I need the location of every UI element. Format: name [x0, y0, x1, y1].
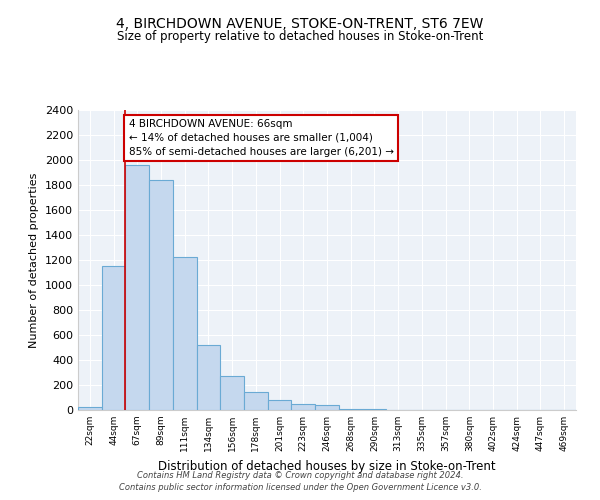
- Bar: [149, 180, 173, 410]
- Text: Size of property relative to detached houses in Stoke-on-Trent: Size of property relative to detached ho…: [117, 30, 483, 43]
- Bar: [339, 409, 362, 410]
- Y-axis label: Number of detached properties: Number of detached properties: [29, 172, 40, 348]
- Bar: [78, 407, 102, 410]
- Bar: [173, 257, 197, 410]
- Bar: [197, 345, 220, 410]
- Bar: [268, 400, 292, 410]
- X-axis label: Distribution of detached houses by size in Stoke-on-Trent: Distribution of detached houses by size …: [158, 460, 496, 472]
- Text: 4 BIRCHDOWN AVENUE: 66sqm
← 14% of detached houses are smaller (1,004)
85% of se: 4 BIRCHDOWN AVENUE: 66sqm ← 14% of detac…: [128, 119, 394, 157]
- Bar: [125, 165, 149, 410]
- Bar: [102, 266, 125, 410]
- Text: 4, BIRCHDOWN AVENUE, STOKE-ON-TRENT, ST6 7EW: 4, BIRCHDOWN AVENUE, STOKE-ON-TRENT, ST6…: [116, 18, 484, 32]
- Bar: [292, 404, 315, 410]
- Bar: [220, 376, 244, 410]
- Bar: [315, 406, 339, 410]
- Bar: [244, 392, 268, 410]
- Text: Contains HM Land Registry data © Crown copyright and database right 2024.
Contai: Contains HM Land Registry data © Crown c…: [119, 471, 481, 492]
